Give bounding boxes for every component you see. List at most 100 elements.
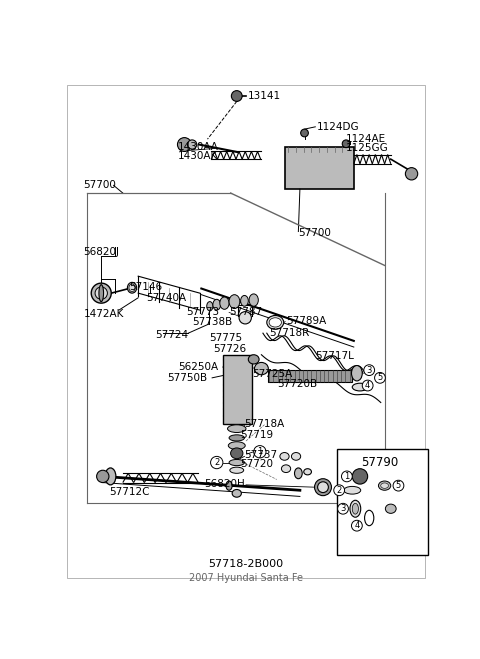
Text: 57700: 57700: [83, 181, 116, 190]
Text: 57720: 57720: [240, 459, 273, 469]
Text: 5: 5: [396, 481, 401, 490]
Circle shape: [364, 364, 374, 376]
Ellipse shape: [129, 284, 135, 291]
Circle shape: [406, 167, 418, 180]
Ellipse shape: [213, 299, 221, 310]
Text: 1430AA: 1430AA: [178, 142, 219, 152]
Circle shape: [178, 138, 192, 152]
Text: 4: 4: [365, 381, 370, 390]
Text: 1430AK: 1430AK: [178, 151, 218, 161]
Ellipse shape: [226, 481, 232, 490]
Ellipse shape: [351, 366, 362, 381]
Circle shape: [318, 482, 328, 492]
Text: 57740A: 57740A: [146, 293, 186, 303]
Text: 1125GG: 1125GG: [346, 144, 389, 154]
Circle shape: [91, 283, 111, 303]
Text: 3: 3: [340, 504, 346, 513]
Ellipse shape: [207, 302, 213, 311]
Circle shape: [362, 380, 373, 391]
Text: 3: 3: [367, 366, 372, 374]
Ellipse shape: [254, 362, 268, 375]
Ellipse shape: [344, 486, 361, 494]
Text: 57719: 57719: [240, 430, 273, 440]
Ellipse shape: [230, 467, 244, 473]
Ellipse shape: [269, 318, 281, 327]
Ellipse shape: [105, 468, 116, 485]
Ellipse shape: [230, 448, 243, 459]
Text: 13141: 13141: [248, 91, 281, 101]
Bar: [285, 147, 354, 189]
Circle shape: [337, 503, 348, 514]
Text: 57718R: 57718R: [269, 328, 309, 338]
Text: 4: 4: [354, 521, 360, 530]
Text: 56250A: 56250A: [178, 362, 218, 372]
Text: 57700: 57700: [299, 228, 331, 238]
Text: 56820H: 56820H: [204, 479, 245, 489]
Text: 57718A: 57718A: [244, 419, 285, 429]
Ellipse shape: [365, 510, 374, 526]
Circle shape: [374, 372, 385, 384]
Bar: [337, 449, 428, 555]
Ellipse shape: [229, 459, 244, 466]
Circle shape: [352, 469, 368, 484]
Text: 2: 2: [336, 486, 342, 495]
Text: 57737: 57737: [244, 450, 277, 460]
Text: 57773: 57773: [186, 306, 219, 316]
Circle shape: [351, 521, 362, 531]
Ellipse shape: [248, 355, 259, 364]
Text: 57775: 57775: [209, 333, 242, 343]
Circle shape: [334, 485, 345, 496]
Ellipse shape: [381, 483, 388, 488]
Ellipse shape: [127, 282, 137, 293]
Circle shape: [254, 445, 266, 458]
Text: 1: 1: [344, 472, 349, 481]
Ellipse shape: [228, 442, 245, 449]
Ellipse shape: [378, 481, 391, 490]
Ellipse shape: [350, 500, 361, 517]
Ellipse shape: [352, 503, 359, 514]
Ellipse shape: [220, 297, 229, 309]
Text: 1472AK: 1472AK: [84, 308, 125, 318]
Ellipse shape: [385, 504, 396, 513]
Bar: [267, 370, 352, 382]
Ellipse shape: [232, 490, 241, 497]
Text: 57787: 57787: [229, 306, 262, 316]
Ellipse shape: [281, 465, 291, 473]
Ellipse shape: [352, 384, 368, 391]
Ellipse shape: [267, 316, 284, 330]
Text: 57718-2B000: 57718-2B000: [208, 559, 284, 569]
Text: 1124AE: 1124AE: [346, 134, 386, 144]
Text: 5: 5: [377, 374, 383, 382]
Text: 57724: 57724: [155, 330, 188, 340]
Circle shape: [188, 140, 197, 149]
Text: 57146: 57146: [129, 281, 162, 291]
Ellipse shape: [295, 468, 302, 478]
Ellipse shape: [280, 453, 289, 460]
Text: 1: 1: [257, 447, 263, 456]
Text: 1124DG: 1124DG: [317, 122, 360, 132]
Text: 57750B: 57750B: [168, 373, 207, 383]
Circle shape: [300, 129, 308, 137]
Circle shape: [96, 471, 109, 482]
Ellipse shape: [228, 425, 246, 432]
Text: 57717L: 57717L: [315, 351, 354, 361]
Ellipse shape: [249, 294, 258, 306]
Text: 57789A: 57789A: [286, 316, 326, 326]
Circle shape: [231, 91, 242, 101]
Circle shape: [239, 312, 252, 324]
Circle shape: [342, 140, 350, 148]
Text: 57712C: 57712C: [109, 487, 149, 497]
Text: 2007 Hyundai Santa Fe: 2007 Hyundai Santa Fe: [189, 573, 303, 583]
Ellipse shape: [229, 295, 240, 308]
Text: 57726: 57726: [214, 343, 247, 354]
Text: 57790: 57790: [361, 457, 399, 469]
Circle shape: [95, 287, 108, 299]
Text: 57725A: 57725A: [252, 368, 292, 379]
Text: 57720B: 57720B: [277, 380, 317, 389]
Text: 56820J: 56820J: [83, 247, 119, 257]
Ellipse shape: [291, 453, 300, 460]
Ellipse shape: [229, 435, 244, 441]
Ellipse shape: [240, 295, 248, 306]
Text: 2: 2: [214, 458, 219, 467]
Circle shape: [211, 457, 223, 469]
